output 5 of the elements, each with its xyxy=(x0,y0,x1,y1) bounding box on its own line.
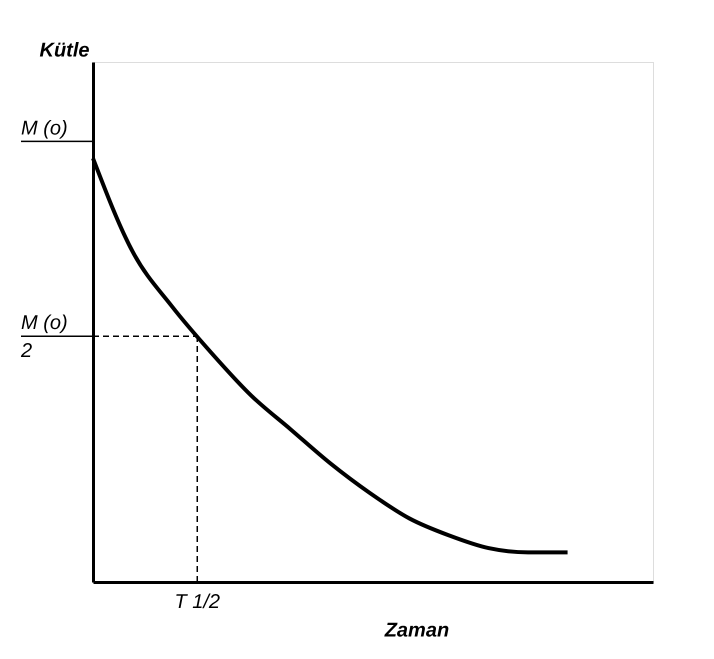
text: T 1/2 xyxy=(174,591,220,613)
x-axis-title: Zaman xyxy=(384,620,450,642)
ref-line-label: M (o) xyxy=(21,117,68,140)
ref-line-label: M (o) 2 xyxy=(20,312,68,362)
y-axis-title: Kütle xyxy=(40,40,90,62)
